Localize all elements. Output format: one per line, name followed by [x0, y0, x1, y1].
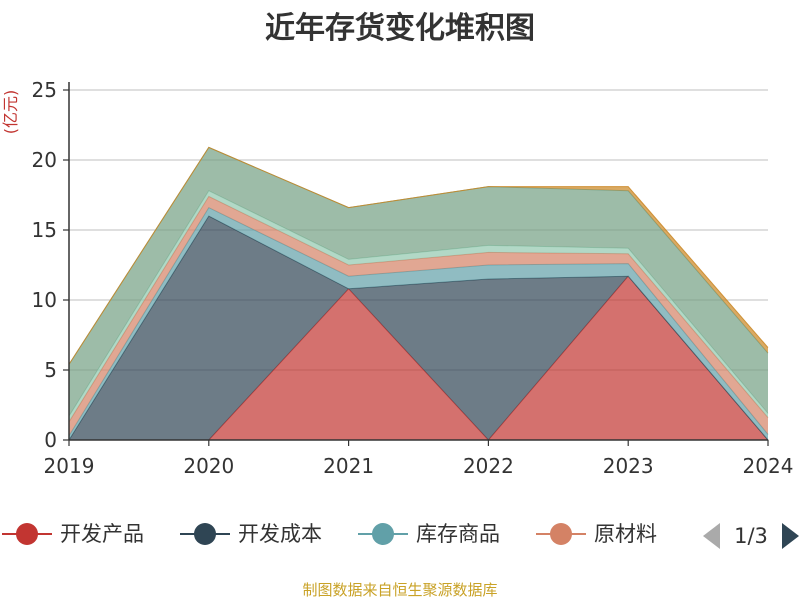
x-tick-label: 2023	[603, 454, 654, 478]
legend-item-label[interactable]: 库存商品	[416, 522, 500, 546]
legend-item-label[interactable]: 开发成本	[238, 522, 322, 546]
y-tick-label: 10	[32, 288, 57, 312]
legend-marker	[16, 523, 38, 545]
legend-item-label[interactable]: 开发产品	[60, 522, 144, 546]
legend-pager: 1/3	[703, 523, 799, 549]
area-series	[68, 146, 769, 441]
legend-item-label[interactable]: 原材料	[594, 522, 657, 546]
area-series-库存商品	[69, 207, 768, 440]
x-tick-label: 2020	[183, 454, 234, 478]
axes: 0 5 10 15 20 25 2019 2020 2021 2022 2023 2024	[32, 78, 794, 478]
legend-marker	[550, 523, 572, 545]
legend-marker	[372, 523, 394, 545]
legend-next-page-button[interactable]	[782, 523, 799, 549]
x-tick-label: 2024	[743, 454, 794, 478]
area-series-unnamed	[69, 190, 768, 422]
y-tick-label: 0	[44, 428, 57, 452]
legend-marker	[194, 523, 216, 545]
y-tick-label: 5	[44, 358, 57, 382]
area-series-edge	[68, 146, 769, 365]
x-tick-label: 2019	[44, 454, 95, 478]
legend-prev-page-button[interactable]	[703, 523, 720, 549]
legend-page-indicator: 1/3	[734, 524, 768, 548]
area-series-原材料	[69, 196, 768, 436]
y-tick-label: 20	[32, 148, 57, 172]
x-tick-label: 2022	[463, 454, 514, 478]
x-tick-label: 2021	[323, 454, 374, 478]
area-series-开发成本	[69, 216, 768, 440]
data-source-note: 制图数据来自恒生聚源数据库	[302, 581, 497, 599]
chart-title: 近年存货变化堆积图	[265, 11, 535, 46]
y-tick-label: 15	[32, 218, 57, 242]
y-axis-label: (亿元)	[1, 90, 20, 135]
legend: 开发产品 开发成本 库存商品 原材料	[2, 522, 657, 546]
area-series-unnamed	[69, 147, 768, 417]
y-tick-label: 25	[32, 78, 57, 102]
